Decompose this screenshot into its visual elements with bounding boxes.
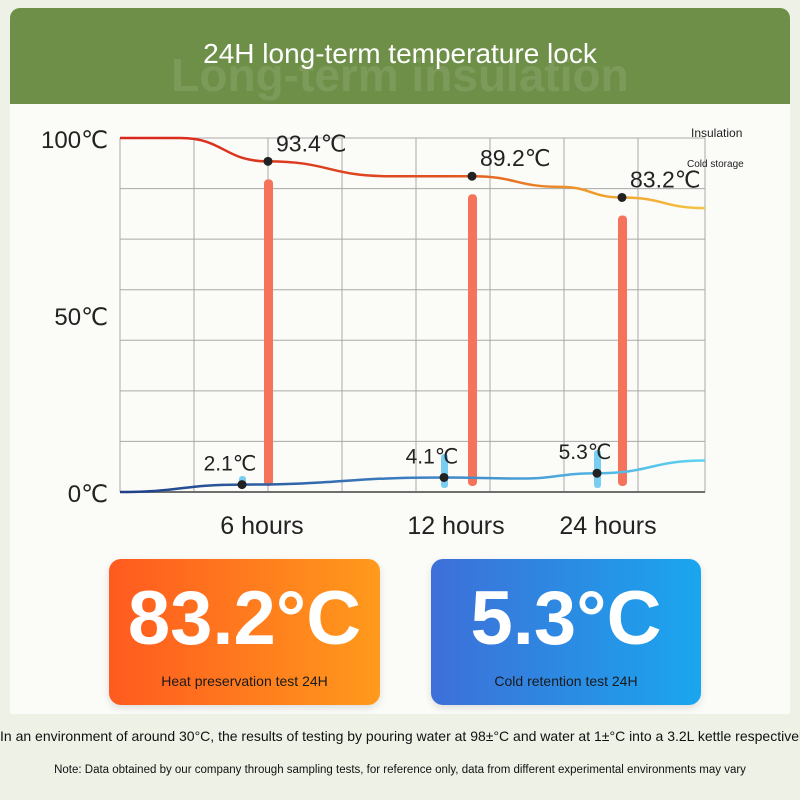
legend-label-cold-storage: Cold storage (687, 159, 744, 170)
cold-result-value: 5.3°C (470, 576, 662, 661)
y-tick-label: 0℃ (68, 481, 108, 508)
heat-result-label: Heat preservation test 24H (161, 673, 328, 689)
cold-retention-card: 5.3°C Cold retention test 24H (431, 559, 701, 705)
chart-lines (119, 136, 706, 494)
insulation-bar (468, 194, 477, 486)
insulation-line (120, 136, 706, 210)
cold-storage-point (237, 480, 247, 490)
cold-storage-point (439, 472, 449, 482)
x-category-label: 6 hours (220, 512, 303, 540)
insulation-point (467, 171, 477, 181)
chart-points (237, 156, 627, 490)
cold-storage-point (592, 468, 602, 478)
heat-result-value: 83.2°C (127, 576, 362, 661)
cold-storage-line (119, 459, 706, 494)
cold-storage-data-label: 2.1℃ (204, 453, 257, 476)
insulation-data-label: 93.4℃ (276, 130, 347, 156)
chart-labels: 0℃ 50℃ 100℃ 6 hours 12 hours 24 hours 93.4℃ 89.… (41, 127, 701, 540)
chart-legend: Insulation Cold storage (642, 126, 744, 170)
cold-storage-data-label: 5.3℃ (559, 441, 612, 464)
x-category-label: 24 hours (559, 512, 656, 540)
cold-result-label: Cold retention test 24H (494, 673, 638, 689)
insulation-data-label: 89.2℃ (480, 145, 551, 171)
chart-grid (119, 137, 706, 493)
insulation-bar (264, 179, 273, 486)
y-tick-label: 100℃ (41, 127, 108, 154)
insulation-point (617, 192, 627, 202)
cold-storage-data-label: 4.1℃ (406, 445, 459, 468)
insulation-bar (618, 215, 627, 487)
legend-label-insulation: Insulation (691, 126, 742, 140)
insulation-data-label: 83.2℃ (630, 166, 701, 192)
header-banner: Long-term insulation 24H long-term tempe… (10, 8, 790, 104)
y-tick-label: 50℃ (54, 304, 108, 331)
disclaimer-note: Note: Data obtained by our company throu… (54, 764, 746, 776)
heat-preservation-card: 83.2°C Heat preservation test 24H (109, 559, 380, 705)
header-ghost-text: Long-term insulation (171, 49, 629, 101)
page-title: 24H long-term temperature lock (203, 38, 597, 69)
test-description: In an environment of around 30°C, the re… (0, 728, 800, 744)
x-category-label: 12 hours (407, 512, 504, 540)
insulation-point (263, 156, 273, 166)
